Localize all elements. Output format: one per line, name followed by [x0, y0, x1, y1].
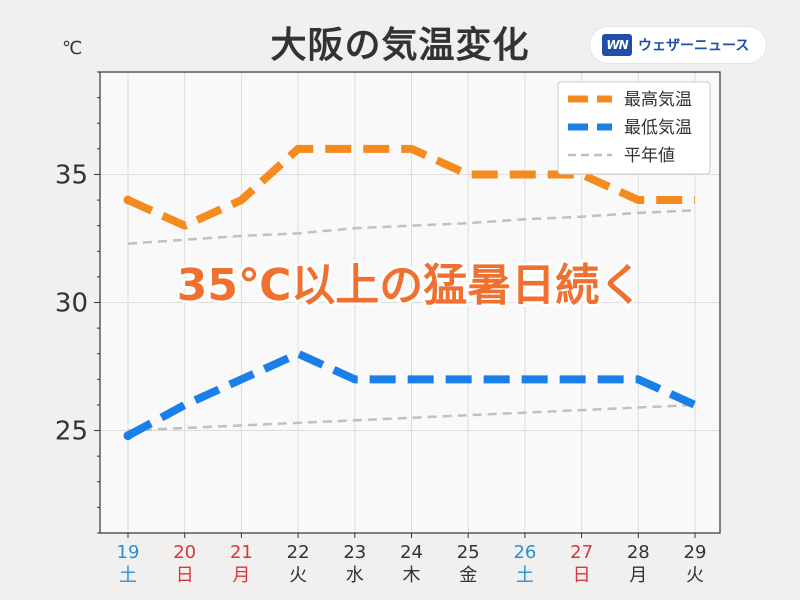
x-tick-label-weekday: 土	[516, 565, 534, 586]
x-tick-label-weekday: 金	[459, 565, 477, 586]
heatwave-annotation: 35℃以上の猛暑日続く	[177, 260, 644, 311]
x-tick-label-weekday: 土	[119, 565, 137, 586]
logo-text: ウェザーニュース	[638, 38, 750, 54]
x-tick-label-date: 27	[570, 542, 593, 563]
x-tick-label-weekday: 火	[289, 565, 307, 586]
series-line-normal_high	[127, 209, 696, 245]
x-tick-label-date: 26	[513, 542, 536, 563]
legend-label-low: 最低気温	[624, 118, 692, 138]
x-tick-label-date: 19	[117, 542, 140, 563]
x-tick-label-date: 28	[627, 542, 650, 563]
y-axis-unit: ℃	[62, 38, 83, 59]
x-tick-label-weekday: 月	[629, 565, 647, 586]
legend-label-high: 最高気温	[624, 90, 692, 110]
series-start-point-low	[123, 431, 133, 441]
y-tick-label: 30	[55, 289, 88, 319]
x-tick-label-date: 29	[684, 542, 707, 563]
x-tick-label-date: 20	[173, 542, 196, 563]
x-tick-label-weekday: 日	[176, 565, 194, 586]
x-tick-label-date: 22	[287, 542, 310, 563]
series-line-low	[126, 349, 697, 440]
x-tick-label-weekday: 水	[346, 565, 364, 586]
chart-title: 大阪の気温変化	[270, 25, 530, 66]
y-tick-label: 25	[55, 417, 88, 447]
wn-logo-icon: WN	[602, 34, 632, 56]
x-tick-label-date: 23	[343, 542, 366, 563]
x-tick-label-weekday: 火	[686, 565, 704, 586]
series-line-high	[126, 144, 695, 230]
legend-label-normal_high: 平年値	[624, 146, 675, 166]
x-tick-label-weekday: 月	[232, 565, 250, 586]
series-start-point-high	[123, 195, 133, 205]
series-line-normal_low	[127, 403, 696, 432]
x-tick-label-date: 24	[400, 542, 423, 563]
x-tick-label-date: 25	[457, 542, 480, 563]
y-tick-label: 35	[55, 160, 88, 190]
x-tick-label-weekday: 木	[403, 565, 421, 586]
x-tick-label-weekday: 日	[573, 565, 591, 586]
legend-box	[557, 81, 711, 175]
weathernews-logo: WN ウェザーニュース	[590, 27, 766, 63]
x-tick-label-date: 21	[230, 542, 253, 563]
plot-frame	[99, 71, 721, 534]
